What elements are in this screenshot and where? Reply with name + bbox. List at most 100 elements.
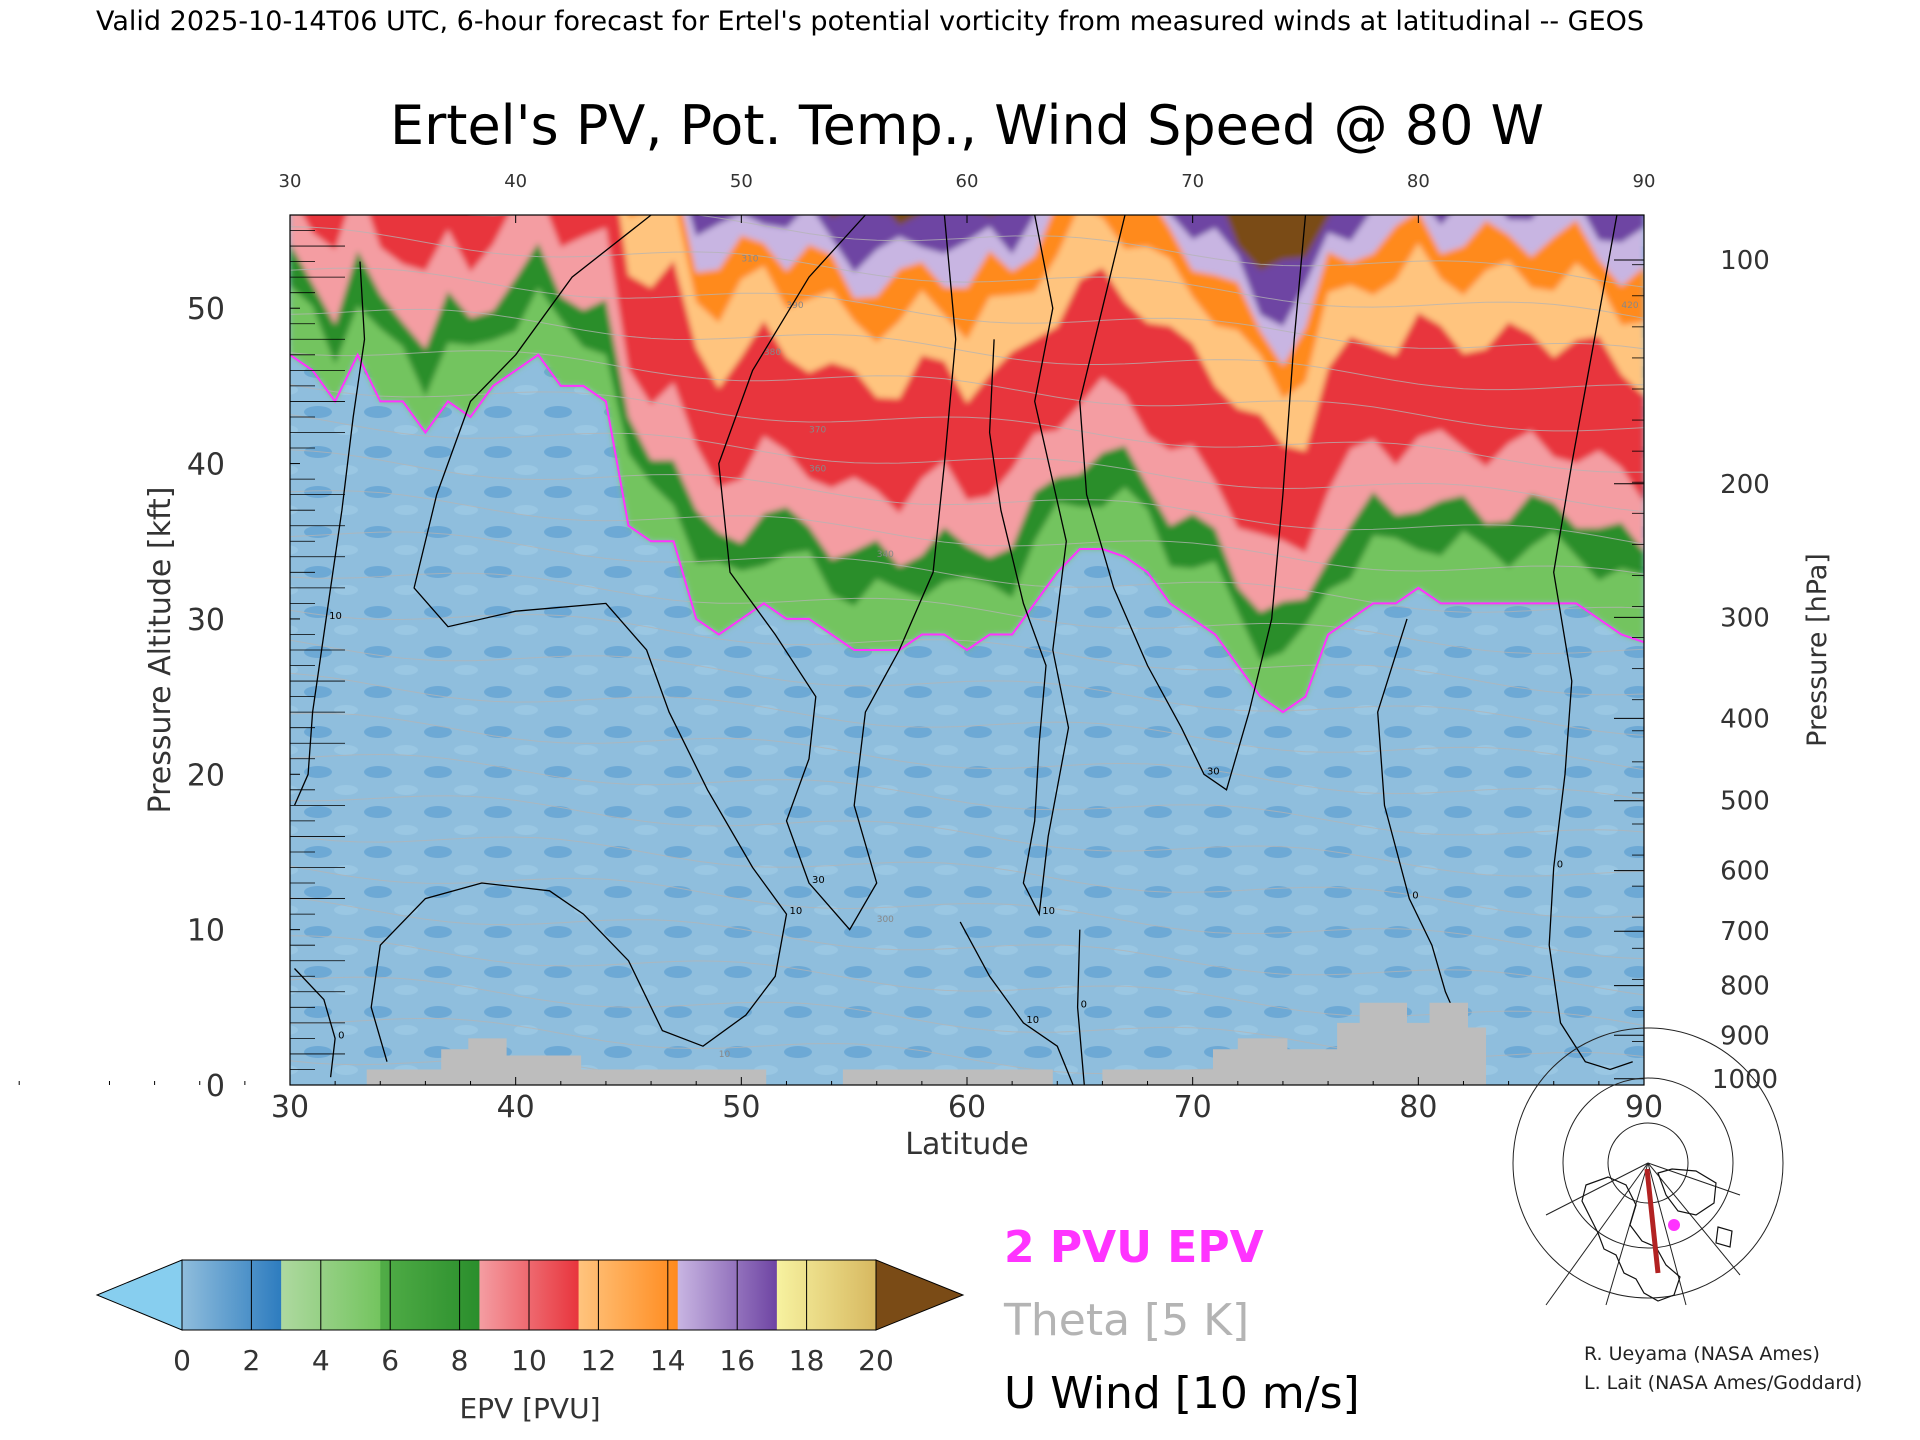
u-wind-label-0: 30: [812, 875, 825, 886]
u-wind-label-9: 0: [1081, 999, 1087, 1010]
colorbar-tick-label-9: 18: [789, 1344, 825, 1377]
theta-line-5: [290, 865, 1644, 960]
theta-line-14: [290, 531, 1644, 613]
colorbar-tick-label-4: 8: [451, 1344, 469, 1377]
pressure-tick-label-6: 700: [1720, 917, 1770, 947]
pressure-tick-label-7: 800: [1720, 972, 1770, 1002]
valid-line: Valid 2025-10-14T06 UTC, 6-hour forecast…: [96, 6, 1644, 37]
theta-label-4: 360: [809, 464, 826, 474]
x-tick-label-4: 70: [1174, 1090, 1212, 1125]
theta-line-16: [290, 449, 1644, 545]
pv-band-top: [829, 215, 1331, 271]
pressure-tick-label-8: 900: [1720, 1021, 1770, 1051]
u-wind-label-7: 0: [1412, 891, 1418, 902]
x-top-tick-label-1: 40: [504, 171, 527, 192]
inset-map-marker: [1668, 1219, 1680, 1231]
y-tick-label-5: 50: [187, 292, 225, 327]
pressure-tick-label-3: 400: [1720, 704, 1770, 734]
pressure-tick-label-4: 500: [1720, 787, 1770, 817]
x-tick-label-3: 60: [948, 1090, 986, 1125]
theta-line-7: [290, 795, 1644, 877]
colorbar: 0 2 4 6 8 10 12 14 16 18 20: [95, 1259, 965, 1377]
x-top-tick-label-2: 50: [730, 171, 753, 192]
theta-line-17: [290, 414, 1644, 513]
x-tick-label-1: 40: [497, 1090, 535, 1125]
colorbar-tick-label-6: 12: [581, 1344, 617, 1377]
u-wind-label-4: 10: [1026, 1015, 1039, 1026]
x-top-tick-label-6: 90: [1633, 171, 1656, 192]
theta-label-7: 420: [1621, 301, 1638, 311]
theta-line-3: [290, 935, 1644, 1026]
y-tick-label-1: 10: [187, 914, 225, 949]
colorbar-tick-label-1: 2: [242, 1344, 260, 1377]
x-top-tick-label-5: 80: [1407, 171, 1430, 192]
u-wind-contour-6: [1079, 215, 1307, 791]
x-top-tick-label-4: 70: [1181, 171, 1204, 192]
theta-line-11: [290, 639, 1644, 736]
chart-title: Ertel's PV, Pot. Temp., Wind Speed @ 80 …: [390, 94, 1544, 157]
colorbar-under-arrow: [95, 1259, 183, 1331]
u-wind-label-8: 0: [1557, 860, 1563, 871]
credit-line-1: R. Ueyama (NASA Ames): [1584, 1343, 1820, 1365]
colorbar-segment-6: [776, 1260, 877, 1330]
theta-line-4: [290, 897, 1644, 996]
theta-line-20: [290, 308, 1644, 391]
colorbar-tick-label-3: 6: [381, 1344, 399, 1377]
theta-label-0: 310: [741, 255, 758, 265]
x-tick-label-0: 30: [271, 1090, 309, 1125]
legend-theta: Theta [5 K]: [1003, 1295, 1249, 1346]
u-wind-contour-0: [718, 215, 957, 931]
x-tick-label-2: 50: [722, 1090, 760, 1125]
theta-line-12: [290, 609, 1644, 696]
theta-label-6: 300: [877, 915, 894, 925]
u-wind-contour-2: [293, 261, 366, 806]
pv-band-6: [683, 215, 1644, 366]
pressure-tick-label-1: 200: [1720, 470, 1770, 500]
colorbar-segment-5: [677, 1260, 778, 1330]
u-wind-contour-1: [370, 215, 788, 1062]
u-wind-contours: 30 10 10 0 10 10 300 0 0: [293, 215, 1633, 1085]
inset-map-track: [1644, 1168, 1661, 1274]
legend-2pvu-epv: 2 PVU EPV: [1004, 1222, 1264, 1273]
u-wind-contour-4: [959, 921, 1074, 1085]
y-tick-label-4: 40: [187, 448, 225, 483]
u-wind-label-2: 10: [329, 611, 342, 622]
theta-line-10: [290, 672, 1644, 771]
inset-map: [1512, 1027, 1784, 1306]
y-axis-label: Pressure Altitude [kft]: [143, 487, 178, 814]
theta-label-8: 10: [719, 1050, 731, 1060]
theta-line-8: [290, 753, 1644, 836]
x-axis-label: Latitude: [905, 1127, 1028, 1162]
x-top-tick-label-0: 30: [279, 171, 302, 192]
theta-line-21: [290, 267, 1644, 350]
colorbar-tick-label-5: 10: [511, 1344, 547, 1377]
colorbar-tick-label-2: 4: [312, 1344, 330, 1377]
colorbar-tick-label-0: 0: [173, 1344, 191, 1377]
colorbar-tick-label-7: 14: [650, 1344, 686, 1377]
colorbar-label: EPV [PVU]: [459, 1392, 600, 1425]
theta-line-1: [290, 1017, 1382, 1085]
inset-map-coastline: [1581, 1168, 1733, 1302]
pv-band-7: [690, 215, 1644, 327]
y2-axis-label: Pressure [hPa]: [1802, 553, 1833, 747]
legend-u-wind: U Wind [10 m/s]: [1004, 1368, 1360, 1419]
y-tick-label-2: 20: [187, 758, 225, 793]
pressure-tick-label-5: 600: [1720, 857, 1770, 887]
colorbar-tick-label-8: 16: [719, 1344, 755, 1377]
u-wind-contour-9: [1076, 929, 1085, 1085]
pressure-tick-label-0: 100: [1720, 246, 1770, 276]
pv-bands: [290, 215, 1644, 713]
u-wind-contour-3: [294, 968, 336, 1078]
tropopause-2pvu-line: [290, 352, 1644, 714]
terrain: [290, 1002, 1644, 1085]
colorbar-over-arrow: [875, 1259, 965, 1331]
u-wind-label-1: 10: [789, 906, 802, 917]
theta-line-19: [290, 350, 1644, 432]
y-tick-label-3: 30: [187, 603, 225, 638]
theta-line-6: [290, 835, 1644, 918]
theta-line-15: [290, 490, 1644, 575]
theta-label-5: 340: [877, 550, 894, 560]
pressure-tick-label-2: 300: [1720, 603, 1770, 633]
